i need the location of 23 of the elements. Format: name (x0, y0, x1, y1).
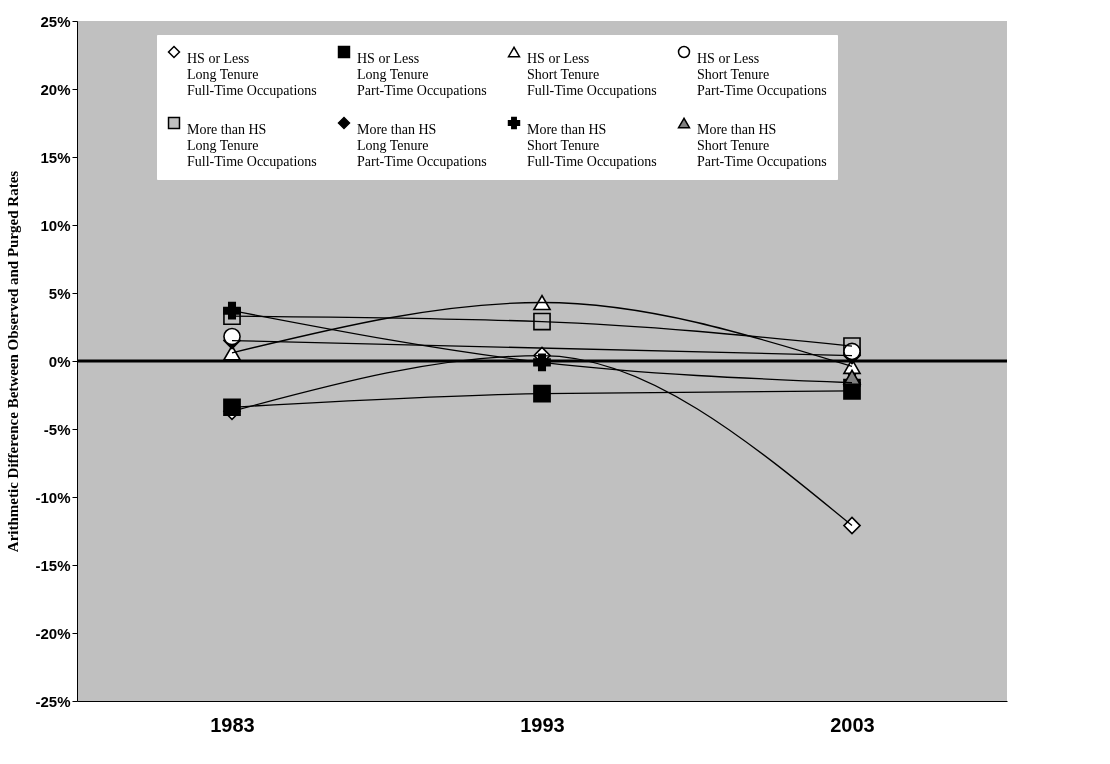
y-tick-label: 10% (40, 216, 71, 234)
y-axis-title: Arithmetic Difference Between Observed and Purged Rates (5, 170, 22, 553)
y-tick-label: -10% (35, 488, 71, 506)
y-tick-label: -15% (35, 556, 71, 574)
x-tick-label: 2003 (830, 713, 875, 736)
legend-label: HS or Less Long Tenure Part-Time Occupations (357, 51, 487, 98)
x-tick-label: 1983 (210, 713, 255, 736)
legend-label: HS or Less Short Tenure Part-Time Occupations (697, 51, 827, 98)
legend-label: More than HS Long Tenure Full-Time Occupations (187, 122, 317, 169)
legend-label: HS or Less Long Tenure Full-Time Occupations (187, 51, 317, 98)
y-tick-label: -25% (35, 692, 71, 710)
y-tick-label: 15% (40, 148, 71, 166)
y-tick-label: 5% (48, 284, 71, 302)
y-tick-label: -5% (43, 420, 71, 438)
y-tick-label: 20% (40, 80, 71, 98)
legend-label: More than HS Long Tenure Part-Time Occupations (357, 122, 487, 169)
x-tick-label: 1993 (520, 713, 565, 736)
legend-label: More than HS Short Tenure Part-Time Occupations (697, 122, 827, 169)
y-tick-label: 0% (48, 352, 71, 370)
legend-label: More than HS Short Tenure Full-Time Occupations (527, 122, 657, 169)
y-tick-label: -20% (35, 624, 71, 642)
legend-label: HS or Less Short Tenure Full-Time Occupations (527, 51, 657, 98)
y-tick-label: 25% (40, 12, 71, 30)
